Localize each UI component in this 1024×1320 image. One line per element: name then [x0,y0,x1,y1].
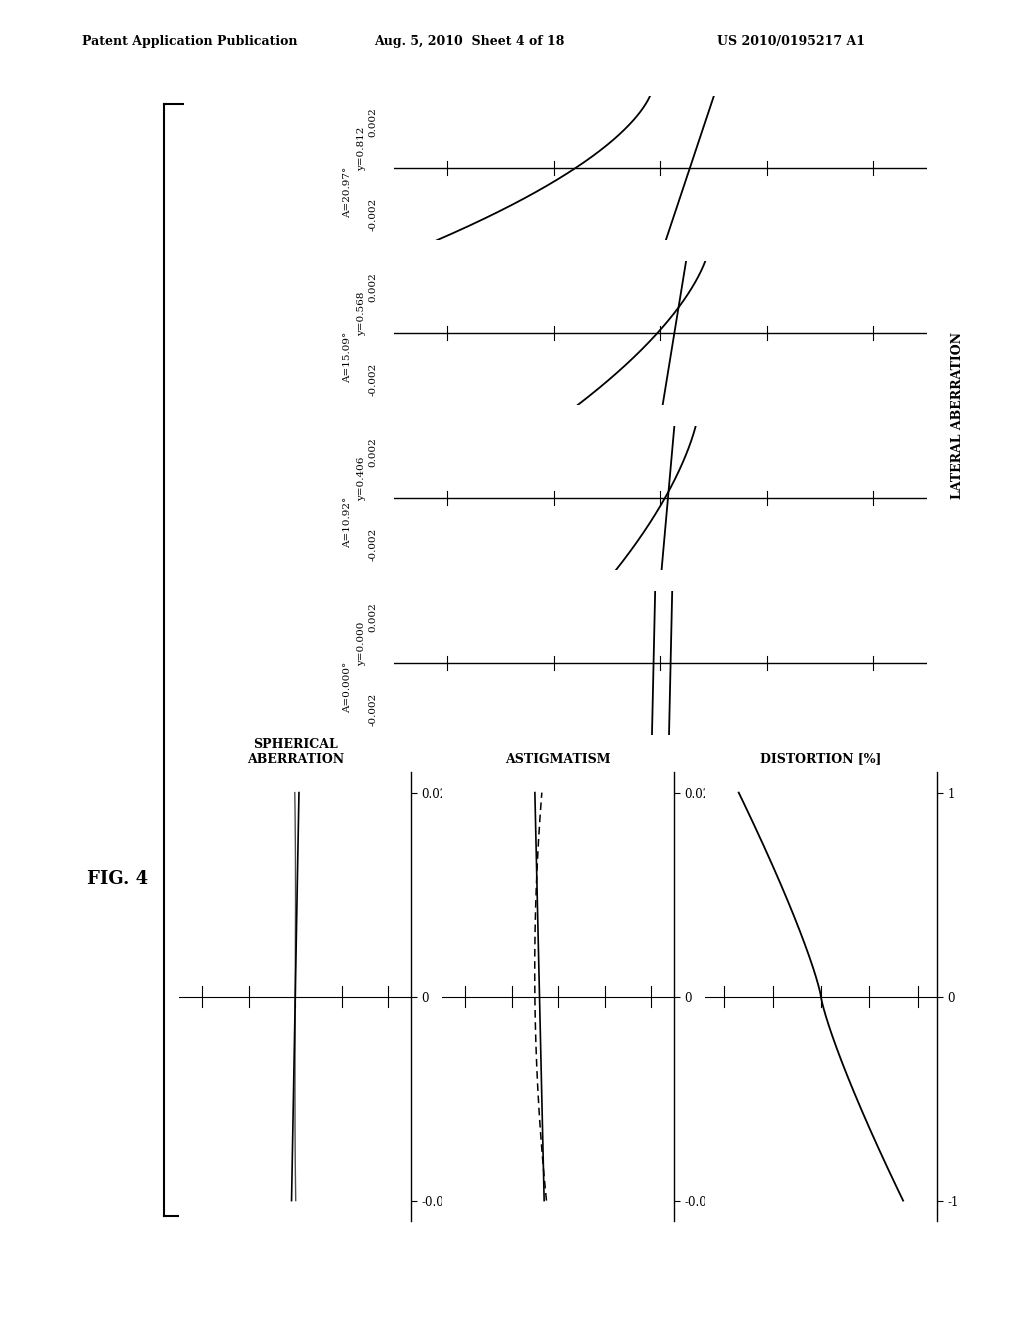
Text: 0.002: 0.002 [369,272,378,302]
Text: A=0.000°: A=0.000° [343,661,351,713]
Text: y=0.000: y=0.000 [357,622,366,665]
Text: y=0.568: y=0.568 [357,292,366,335]
Text: 0.002: 0.002 [369,437,378,467]
Text: DISTORTION [%]: DISTORTION [%] [760,752,882,766]
Text: FIG. 4: FIG. 4 [87,870,148,888]
Text: US 2010/0195217 A1: US 2010/0195217 A1 [717,34,865,48]
Text: -0.002: -0.002 [369,528,378,561]
Text: ASTIGMATISM: ASTIGMATISM [505,752,611,766]
Text: A=20.97°: A=20.97° [343,166,351,218]
Text: Aug. 5, 2010  Sheet 4 of 18: Aug. 5, 2010 Sheet 4 of 18 [374,34,564,48]
Text: LATERAL ABERRATION: LATERAL ABERRATION [951,333,964,499]
Text: 0.002: 0.002 [369,107,378,137]
Text: SPHERICAL
ABERRATION: SPHERICAL ABERRATION [247,738,344,766]
Text: A=10.92°: A=10.92° [343,496,351,548]
Text: -0.002: -0.002 [369,693,378,726]
Text: y=0.812: y=0.812 [357,127,366,170]
Text: -0.002: -0.002 [369,198,378,231]
Text: y=0.406: y=0.406 [357,457,366,500]
Text: Patent Application Publication: Patent Application Publication [82,34,297,48]
Text: A=15.09°: A=15.09° [343,331,351,383]
Text: -0.002: -0.002 [369,363,378,396]
Text: 0.002: 0.002 [369,602,378,632]
